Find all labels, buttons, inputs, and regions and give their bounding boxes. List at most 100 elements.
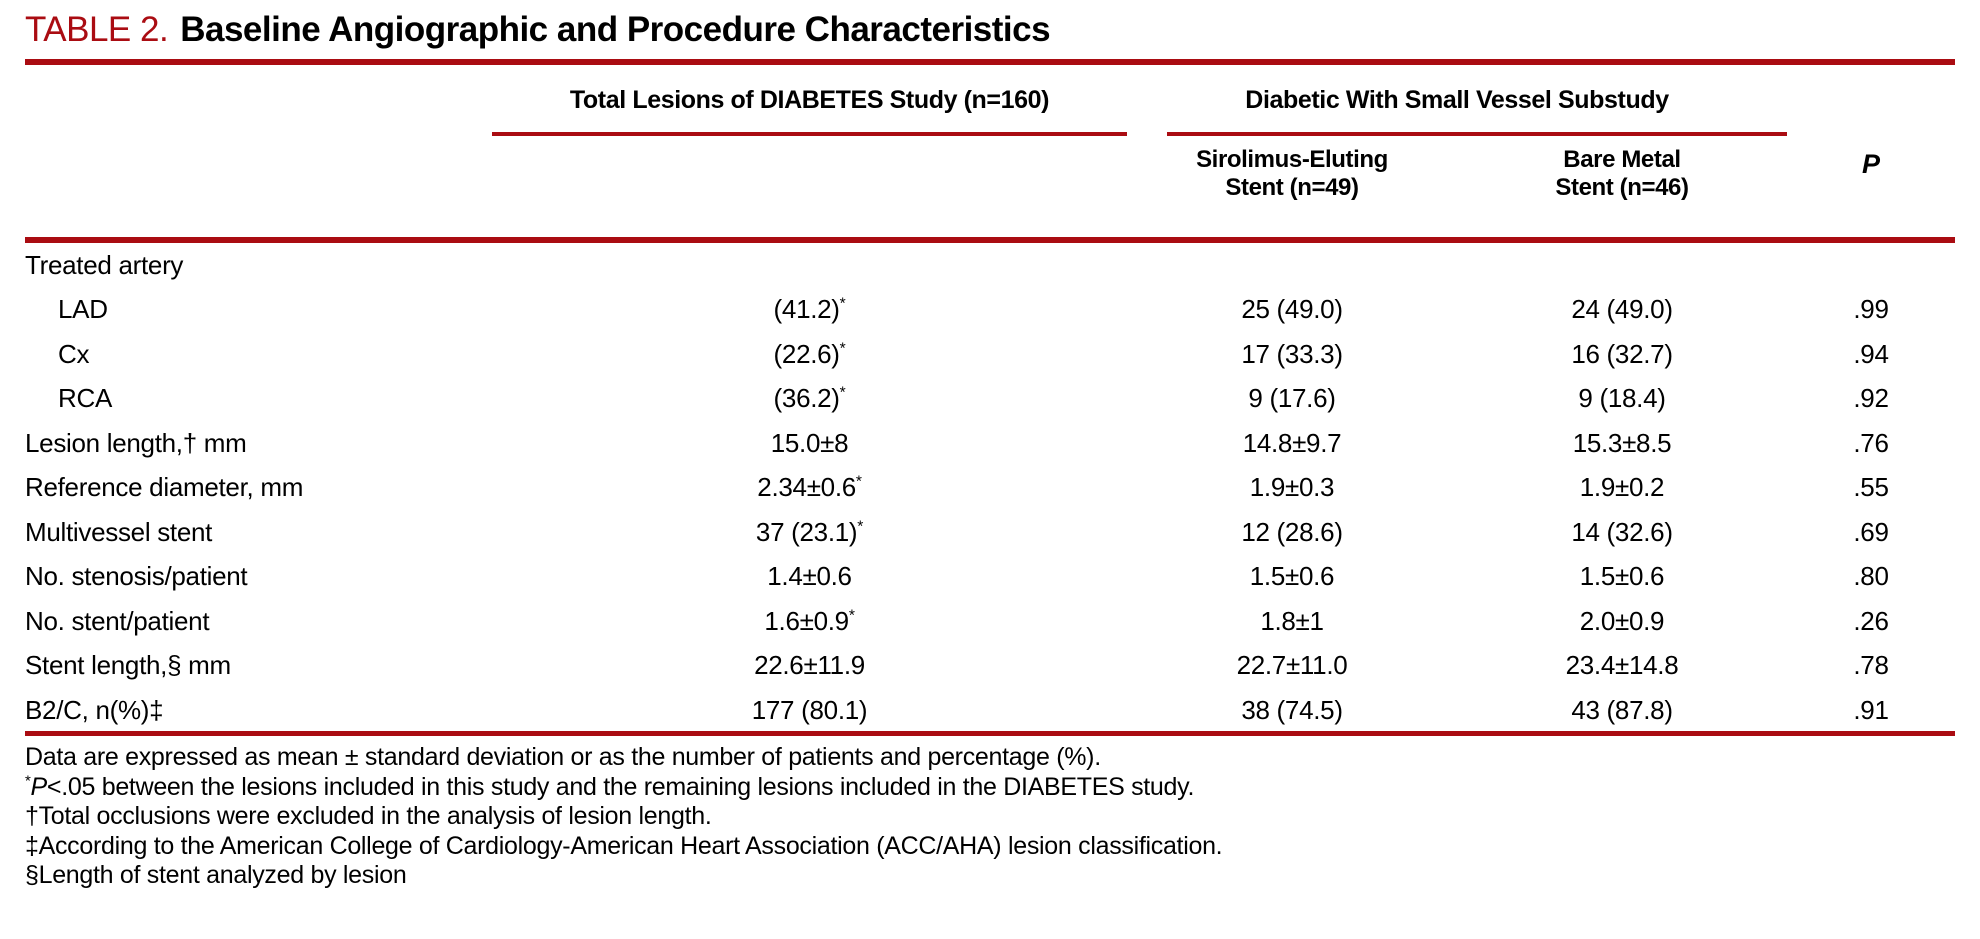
row-label: Lesion length,† mm bbox=[25, 427, 247, 458]
cell-value: 38 (74.5) bbox=[1241, 694, 1343, 725]
footnote-line: Data are expressed as mean ± standard de… bbox=[25, 743, 1101, 771]
footnote-line: ‡According to the American College of Ca… bbox=[25, 831, 1223, 860]
cell-value: 22.6±11.9 bbox=[754, 650, 865, 681]
header-spacer bbox=[25, 65, 492, 136]
table-number: TABLE 2. bbox=[25, 10, 169, 49]
table-header: Total Lesions of DIABETES Study (n=160) … bbox=[25, 65, 1955, 237]
cell-value: (22.6)* bbox=[773, 338, 846, 369]
row-label: Reference diameter, mm bbox=[25, 472, 304, 503]
row-label: No. stent/patient bbox=[25, 605, 210, 636]
table-title: TABLE 2. Baseline Angiographic and Proced… bbox=[25, 10, 1051, 50]
cell-value: .92 bbox=[1853, 383, 1889, 414]
row-label: RCA bbox=[58, 383, 112, 414]
cell-value: 37 (23.1)* bbox=[755, 516, 864, 547]
row-label: Multivessel stent bbox=[25, 516, 213, 547]
cell-value: .69 bbox=[1853, 516, 1889, 547]
cell-value: 16 (32.7) bbox=[1571, 338, 1673, 369]
cell-value: 1.9±0.2 bbox=[1579, 472, 1665, 503]
cell-value: 1.8±1 bbox=[1260, 605, 1324, 636]
header-spacer bbox=[492, 146, 1127, 202]
column-header-line: Stent (n=46) bbox=[1555, 174, 1689, 201]
footnote-marker: * bbox=[855, 473, 862, 491]
row-label: LAD bbox=[58, 294, 108, 325]
group-header-label: Total Lesions of DIABETES Study (n=160) bbox=[569, 86, 1050, 114]
footnote-line: *P<.05 between the lesions included in t… bbox=[25, 772, 1195, 801]
header-spacer bbox=[1787, 65, 1955, 136]
cell-value: 177 (80.1) bbox=[751, 694, 868, 725]
row-label: B2/C, n(%)‡ bbox=[25, 694, 164, 725]
top-rule bbox=[25, 59, 1955, 65]
group-underline bbox=[492, 132, 1127, 136]
column-header-sirolimus: Sirolimus-Eluting Stent (n=49) bbox=[1127, 146, 1457, 202]
row-label: Treated artery bbox=[25, 249, 184, 280]
footnote-marker: * bbox=[857, 518, 864, 536]
cell-value: 24 (49.0) bbox=[1571, 294, 1673, 325]
column-header-p-value: P bbox=[1861, 149, 1880, 179]
cell-value: 1.5±0.6 bbox=[1579, 561, 1665, 592]
table-footnotes: Data are expressed as mean ± standard de… bbox=[25, 743, 1955, 891]
cell-value: 12 (28.6) bbox=[1241, 516, 1343, 547]
group-header-substudy: Diabetic With Small Vessel Substudy bbox=[1127, 65, 1787, 136]
column-header-line: Bare Metal bbox=[1563, 146, 1681, 173]
table-row: RCA (36.2)* 9 (17.6) 9 (18.4) .92 bbox=[25, 377, 1955, 422]
table-body: Treated artery LAD (41.2)* 25 (49.0) 24 (49.… bbox=[25, 243, 1955, 733]
table-row: No. stenosis/patient 1.4±0.6 1.5±0.6 1.5±0.… bbox=[25, 555, 1955, 600]
group-header-total-lesions: Total Lesions of DIABETES Study (n=160) bbox=[492, 65, 1127, 136]
table-row: Treated artery bbox=[25, 243, 1955, 288]
group-header-label: Diabetic With Small Vessel Substudy bbox=[1245, 86, 1669, 114]
footnote-marker: * bbox=[839, 384, 846, 402]
table-row: B2/C, n(%)‡ 177 (80.1) 38 (74.5) 43 (87.8).… bbox=[25, 688, 1955, 733]
cell-value: .94 bbox=[1853, 338, 1889, 369]
header-bottom-rule bbox=[25, 237, 1955, 243]
table-row: Reference diameter, mm 2.34±0.6* 1.9±0.3 1.… bbox=[25, 466, 1955, 511]
group-header-row: Total Lesions of DIABETES Study (n=160) … bbox=[25, 65, 1955, 136]
footnote-marker: * bbox=[839, 340, 846, 358]
cell-value: 23.4±14.8 bbox=[1565, 650, 1679, 681]
cell-value: .26 bbox=[1853, 605, 1889, 636]
group-underline bbox=[1167, 132, 1787, 136]
cell-value: 22.7±11.0 bbox=[1236, 650, 1348, 681]
row-label: No. stenosis/patient bbox=[25, 561, 248, 592]
footnote-marker: * bbox=[839, 295, 846, 313]
cell-value: 2.34±0.6* bbox=[757, 472, 862, 503]
cell-value: (41.2)* bbox=[773, 294, 846, 325]
row-label: Cx bbox=[58, 338, 90, 369]
table-caption: Baseline Angiographic and Procedure Char… bbox=[180, 10, 1051, 49]
cell-value: (36.2)* bbox=[773, 383, 846, 414]
table-row: LAD (41.2)* 25 (49.0) 24 (49.0) .99 bbox=[25, 288, 1955, 333]
cell-value: 2.0±0.9 bbox=[1579, 605, 1665, 636]
cell-value: .55 bbox=[1853, 472, 1889, 503]
table-row: Lesion length,† mm 15.0±8 14.8±9.7 15.3±8.5… bbox=[25, 421, 1955, 466]
bottom-rule bbox=[25, 731, 1955, 736]
cell-value: .91 bbox=[1853, 694, 1889, 725]
sub-header-row: Sirolimus-Eluting Stent (n=49) Bare Meta… bbox=[25, 146, 1955, 202]
cell-value: 14 (32.6) bbox=[1571, 516, 1673, 547]
column-header-line: Sirolimus-Eluting bbox=[1196, 146, 1388, 173]
cell-value: 25 (49.0) bbox=[1241, 294, 1343, 325]
table-row: Cx (22.6)* 17 (33.3) 16 (32.7) .94 bbox=[25, 332, 1955, 377]
cell-value: .78 bbox=[1853, 650, 1889, 681]
footnote-marker: * bbox=[848, 607, 855, 625]
cell-value: 1.9±0.3 bbox=[1249, 472, 1335, 503]
cell-value: 15.3±8.5 bbox=[1572, 427, 1672, 458]
cell-value: .76 bbox=[1853, 427, 1889, 458]
footnote-line: †Total occlusions were excluded in the a… bbox=[25, 802, 712, 830]
cell-value: 17 (33.3) bbox=[1241, 338, 1343, 369]
cell-value: 43 (87.8) bbox=[1571, 694, 1673, 725]
cell-value: 14.8±9.7 bbox=[1242, 427, 1342, 458]
cell-value: .99 bbox=[1853, 294, 1889, 325]
cell-value: 9 (18.4) bbox=[1578, 383, 1666, 414]
cell-value: 1.5±0.6 bbox=[1249, 561, 1335, 592]
table-row: No. stent/patient 1.6±0.9* 1.8±1 2.0±0.9 .26 bbox=[25, 599, 1955, 644]
table-row: Stent length,§ mm 22.6±11.9 22.7±11.0 23.4±… bbox=[25, 644, 1955, 689]
cell-value: .80 bbox=[1853, 561, 1889, 592]
cell-value: 1.4±0.6 bbox=[767, 561, 852, 592]
column-header-line: Stent (n=49) bbox=[1225, 174, 1359, 201]
column-header-bare-metal: Bare Metal Stent (n=46) bbox=[1457, 146, 1787, 202]
footnote-line: §Length of stent analyzed by lesion bbox=[25, 861, 407, 889]
table-row: Multivessel stent 37 (23.1)* 12 (28.6) 14 (… bbox=[25, 510, 1955, 555]
cell-value: 1.6±0.9* bbox=[764, 605, 855, 636]
header-spacer bbox=[25, 146, 492, 202]
cell-value: 15.0±8 bbox=[770, 427, 849, 458]
